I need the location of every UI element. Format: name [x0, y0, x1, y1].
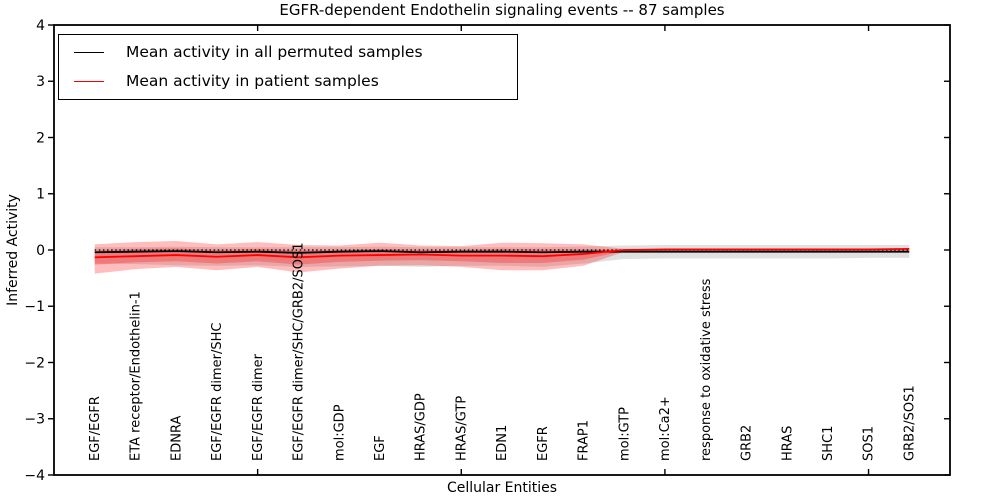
legend-entry-patient: Mean activity in patient samples	[59, 69, 517, 93]
y-tick-label: −2	[24, 355, 45, 371]
x-category-label: GRB2	[740, 425, 755, 461]
x-category-label: mol:GDP	[332, 404, 347, 461]
legend: Mean activity in all permuted samples Me…	[58, 34, 518, 100]
x-category-label: ETA receptor/Endothelin-1	[129, 291, 144, 461]
y-tick-label: −3	[24, 412, 45, 428]
x-category-label: mol:GTP	[617, 407, 632, 461]
x-category-label: EGF/EGFR dimer	[251, 353, 266, 461]
x-category-label: EGF/EGFR dimer/SHC	[210, 323, 225, 461]
y-axis-label: Inferred Activity	[5, 194, 21, 306]
x-category-label: SHC1	[821, 426, 836, 461]
x-category-label: FRAP1	[577, 420, 592, 461]
x-category-label: EDN1	[495, 425, 510, 461]
y-tick-label: 1	[36, 187, 45, 203]
y-tick-label: −4	[24, 468, 45, 484]
patient-line-swatch	[74, 80, 104, 82]
x-category-label: EGF/EGFR	[88, 396, 103, 461]
legend-label-permuted: Mean activity in all permuted samples	[126, 43, 423, 61]
x-axis-label: Cellular Entities	[446, 480, 558, 496]
x-category-label: mol:Ca2+	[658, 396, 673, 461]
y-tick-label: 3	[36, 74, 45, 90]
x-category-label: GRB2/SOS1	[902, 385, 917, 461]
y-tick-label: −1	[24, 299, 45, 315]
x-category-label: EGF/EGFR dimer/SHC/GRB2/SOS1	[292, 243, 307, 462]
y-tick-label: 2	[36, 130, 45, 146]
x-category-label: response to oxidative stress	[699, 278, 714, 461]
x-category-label: EGFR	[536, 426, 551, 461]
x-category-label: HRAS/GDP	[414, 393, 429, 461]
patient-mean-line	[94, 247, 910, 259]
x-category-label: EDNRA	[169, 416, 184, 461]
x-category-label: HRAS/GTP	[454, 396, 469, 461]
legend-label-patient: Mean activity in patient samples	[126, 72, 379, 90]
permuted-mean-line	[94, 250, 910, 254]
y-tick-label: 4	[36, 18, 45, 34]
x-category-label: HRAS	[780, 426, 795, 461]
legend-entry-permuted: Mean activity in all permuted samples	[59, 40, 517, 64]
permuted-line-swatch	[74, 51, 104, 53]
chart-title: EGFR-dependent Endothelin signaling even…	[279, 1, 725, 19]
x-category-label: EGF	[373, 435, 388, 461]
x-category-label: SOS1	[862, 426, 877, 461]
y-tick-label: 0	[36, 243, 45, 259]
